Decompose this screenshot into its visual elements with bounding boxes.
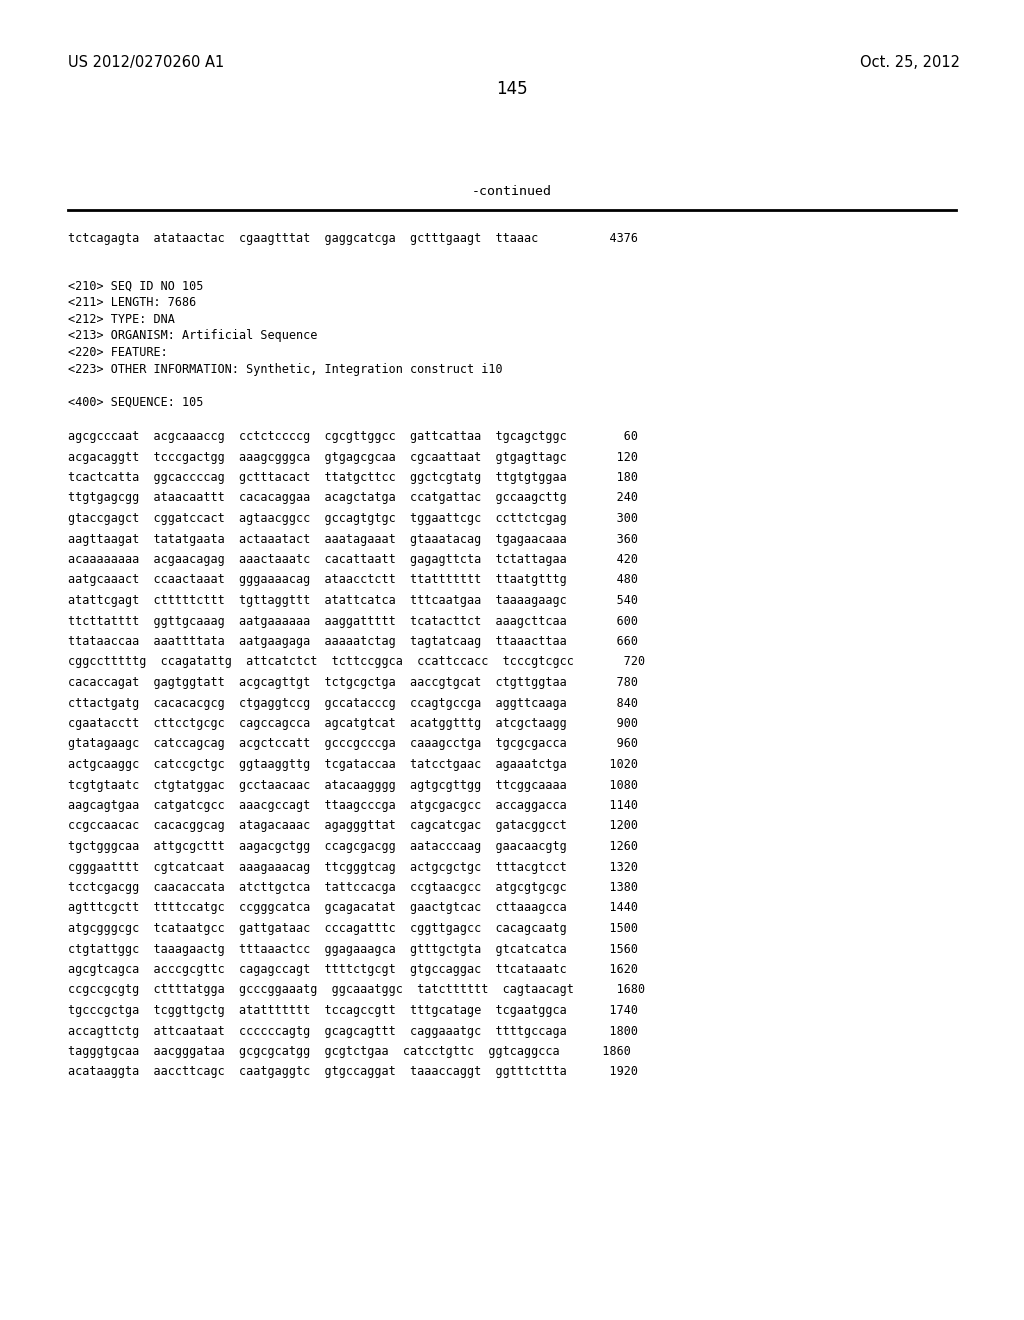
Text: -continued: -continued xyxy=(472,185,552,198)
Text: ccgccgcgtg  cttttatgga  gcccggaaatg  ggcaaatggc  tatctttttt  cagtaacagt      168: ccgccgcgtg cttttatgga gcccggaaatg ggcaaa… xyxy=(68,983,645,997)
Text: gtaccgagct  cggatccact  agtaacggcc  gccagtgtgc  tggaattcgc  ccttctcgag       300: gtaccgagct cggatccact agtaacggcc gccagtg… xyxy=(68,512,638,525)
Text: <211> LENGTH: 7686: <211> LENGTH: 7686 xyxy=(68,297,197,309)
Text: <212> TYPE: DNA: <212> TYPE: DNA xyxy=(68,313,175,326)
Text: agcgtcagca  acccgcgttc  cagagccagt  ttttctgcgt  gtgccaggac  ttcataaatc      1620: agcgtcagca acccgcgttc cagagccagt ttttctg… xyxy=(68,964,638,975)
Text: cggcctttttg  ccagatattg  attcatctct  tcttccggca  ccattccacc  tcccgtcgcc       72: cggcctttttg ccagatattg attcatctct tcttcc… xyxy=(68,656,645,668)
Text: cgaatacctt  cttcctgcgc  cagccagcca  agcatgtcat  acatggtttg  atcgctaagg       900: cgaatacctt cttcctgcgc cagccagcca agcatgt… xyxy=(68,717,638,730)
Text: ttataaccaa  aaattttata  aatgaagaga  aaaaatctag  tagtatcaag  ttaaacttaa       660: ttataaccaa aaattttata aatgaagaga aaaaatc… xyxy=(68,635,638,648)
Text: ccgccaacac  cacacggcag  atagacaaac  agagggttat  cagcatcgac  gatacggcct      1200: ccgccaacac cacacggcag atagacaaac agagggt… xyxy=(68,820,638,833)
Text: ttgtgagcgg  ataacaattt  cacacaggaa  acagctatga  ccatgattac  gccaagcttg       240: ttgtgagcgg ataacaattt cacacaggaa acagcta… xyxy=(68,491,638,504)
Text: cgggaatttt  cgtcatcaat  aaagaaacag  ttcgggtcag  actgcgctgc  tttacgtcct      1320: cgggaatttt cgtcatcaat aaagaaacag ttcgggt… xyxy=(68,861,638,874)
Text: actgcaaggc  catccgctgc  ggtaaggttg  tcgataccaa  tatcctgaac  agaaatctga      1020: actgcaaggc catccgctgc ggtaaggttg tcgatac… xyxy=(68,758,638,771)
Text: acaaaaaaaa  acgaacagag  aaactaaatc  cacattaatt  gagagttcta  tctattagaa       420: acaaaaaaaa acgaacagag aaactaaatc cacatta… xyxy=(68,553,638,566)
Text: tagggtgcaa  aacgggataa  gcgcgcatgg  gcgtctgaa  catcctgttc  ggtcaggcca      1860: tagggtgcaa aacgggataa gcgcgcatgg gcgtctg… xyxy=(68,1045,631,1059)
Text: aagttaagat  tatatgaata  actaaatact  aaatagaaat  gtaaatacag  tgagaacaaa       360: aagttaagat tatatgaata actaaatact aaataga… xyxy=(68,532,638,545)
Text: acataaggta  aaccttcagc  caatgaggtc  gtgccaggat  taaaccaggt  ggtttcttta      1920: acataaggta aaccttcagc caatgaggtc gtgccag… xyxy=(68,1065,638,1078)
Text: aatgcaaact  ccaactaaat  gggaaaacag  ataacctctt  ttattttttt  ttaatgtttg       480: aatgcaaact ccaactaaat gggaaaacag ataacct… xyxy=(68,573,638,586)
Text: tcgtgtaatc  ctgtatggac  gcctaacaac  atacaagggg  agtgcgttgg  ttcggcaaaa      1080: tcgtgtaatc ctgtatggac gcctaacaac atacaag… xyxy=(68,779,638,792)
Text: tgctgggcaa  attgcgcttt  aagacgctgg  ccagcgacgg  aatacccaag  gaacaacgtg      1260: tgctgggcaa attgcgcttt aagacgctgg ccagcga… xyxy=(68,840,638,853)
Text: ctgtattggc  taaagaactg  tttaaactcc  ggagaaagca  gtttgctgta  gtcatcatca      1560: ctgtattggc taaagaactg tttaaactcc ggagaaa… xyxy=(68,942,638,956)
Text: tgcccgctga  tcggttgctg  atattttttt  tccagccgtt  tttgcatage  tcgaatggca      1740: tgcccgctga tcggttgctg atattttttt tccagcc… xyxy=(68,1005,638,1016)
Text: ttcttatttt  ggttgcaaag  aatgaaaaaa  aaggattttt  tcatacttct  aaagcttcaa       600: ttcttatttt ggttgcaaag aatgaaaaaa aaggatt… xyxy=(68,615,638,627)
Text: aagcagtgaa  catgatcgcc  aaacgccagt  ttaagcccga  atgcgacgcc  accaggacca      1140: aagcagtgaa catgatcgcc aaacgccagt ttaagcc… xyxy=(68,799,638,812)
Text: <400> SEQUENCE: 105: <400> SEQUENCE: 105 xyxy=(68,396,204,408)
Text: tctcagagta  atataactac  cgaagtttat  gaggcatcga  gctttgaagt  ttaaac          4376: tctcagagta atataactac cgaagtttat gaggcat… xyxy=(68,232,638,246)
Text: tcactcatta  ggcaccccag  gctttacact  ttatgcttcc  ggctcgtatg  ttgtgtggaa       180: tcactcatta ggcaccccag gctttacact ttatgct… xyxy=(68,471,638,484)
Text: <210> SEQ ID NO 105: <210> SEQ ID NO 105 xyxy=(68,280,204,293)
Text: agcgcccaat  acgcaaaccg  cctctccccg  cgcgttggcc  gattcattaa  tgcagctggc        60: agcgcccaat acgcaaaccg cctctccccg cgcgttg… xyxy=(68,430,638,444)
Text: gtatagaagc  catccagcag  acgctccatt  gcccgcccga  caaagcctga  tgcgcgacca       960: gtatagaagc catccagcag acgctccatt gcccgcc… xyxy=(68,738,638,751)
Text: US 2012/0270260 A1: US 2012/0270260 A1 xyxy=(68,55,224,70)
Text: accagttctg  attcaataat  ccccccagtg  gcagcagttt  caggaaatgc  ttttgccaga      1800: accagttctg attcaataat ccccccagtg gcagcag… xyxy=(68,1024,638,1038)
Text: agtttcgctt  ttttccatgc  ccgggcatca  gcagacatat  gaactgtcac  cttaaagcca      1440: agtttcgctt ttttccatgc ccgggcatca gcagaca… xyxy=(68,902,638,915)
Text: 145: 145 xyxy=(497,81,527,98)
Text: acgacaggtt  tcccgactgg  aaagcgggca  gtgagcgcaa  cgcaattaat  gtgagttagc       120: acgacaggtt tcccgactgg aaagcgggca gtgagcg… xyxy=(68,450,638,463)
Text: cttactgatg  cacacacgcg  ctgaggtccg  gccatacccg  ccagtgccga  aggttcaaga       840: cttactgatg cacacacgcg ctgaggtccg gccatac… xyxy=(68,697,638,710)
Text: atgcgggcgc  tcataatgcc  gattgataac  cccagatttc  cggttgagcc  cacagcaatg      1500: atgcgggcgc tcataatgcc gattgataac cccagat… xyxy=(68,921,638,935)
Text: Oct. 25, 2012: Oct. 25, 2012 xyxy=(860,55,961,70)
Text: <223> OTHER INFORMATION: Synthetic, Integration construct i10: <223> OTHER INFORMATION: Synthetic, Inte… xyxy=(68,363,503,375)
Text: <213> ORGANISM: Artificial Sequence: <213> ORGANISM: Artificial Sequence xyxy=(68,330,317,342)
Text: cacaccagat  gagtggtatt  acgcagttgt  tctgcgctga  aaccgtgcat  ctgttggtaa       780: cacaccagat gagtggtatt acgcagttgt tctgcgc… xyxy=(68,676,638,689)
Text: atattcgagt  ctttttcttt  tgttaggttt  atattcatca  tttcaatgaa  taaaagaagc       540: atattcgagt ctttttcttt tgttaggttt atattca… xyxy=(68,594,638,607)
Text: tcctcgacgg  caacaccata  atcttgctca  tattccacga  ccgtaacgcc  atgcgtgcgc      1380: tcctcgacgg caacaccata atcttgctca tattcca… xyxy=(68,880,638,894)
Text: <220> FEATURE:: <220> FEATURE: xyxy=(68,346,168,359)
